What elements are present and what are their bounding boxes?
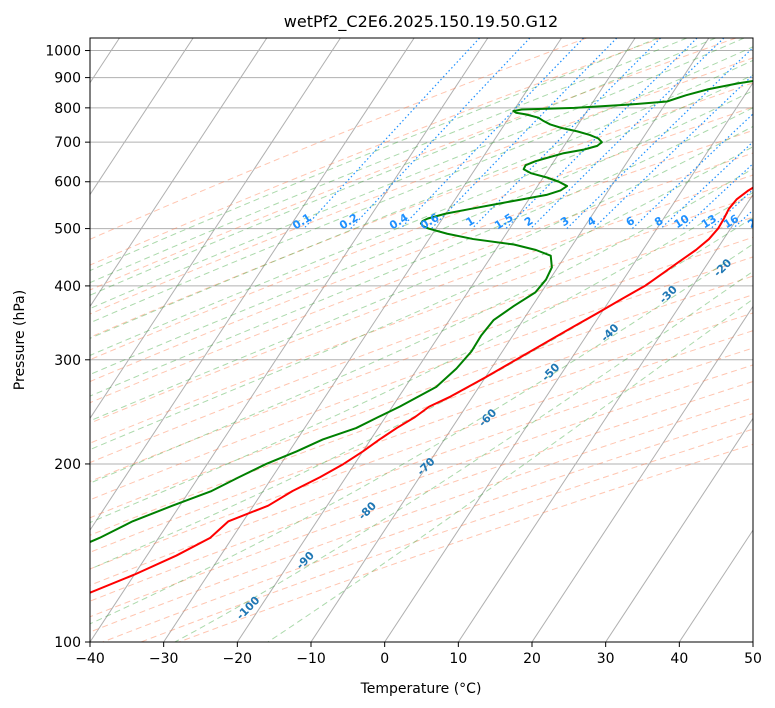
isotherm-lines <box>90 38 753 642</box>
y-tick-label: 1000 <box>45 44 81 60</box>
y-tick-label: 800 <box>54 101 81 117</box>
y-tick-label: 100 <box>54 635 81 651</box>
plot-frame <box>89 37 754 643</box>
x-tick-label: −10 <box>296 651 326 667</box>
y-tick-label: 500 <box>54 222 81 238</box>
isotherm-line <box>236 38 636 642</box>
dry-adiabat-line <box>90 129 753 383</box>
isotherm-line <box>310 38 710 642</box>
moist-adiabat-line <box>90 168 753 484</box>
y-tick-label: 300 <box>54 353 81 369</box>
isotherm-line <box>90 38 415 532</box>
dry-adiabat-line <box>90 236 753 482</box>
x-tick-label: 0 <box>380 651 389 667</box>
dry-adiabat-lines <box>90 38 753 642</box>
moist-adiabat-line <box>90 146 753 451</box>
dry-adiabat-line <box>90 57 753 315</box>
isotherm-line <box>90 38 194 196</box>
chart-title: wetPf2_C2E6.2025.150.19.50.G12 <box>284 12 558 32</box>
sounding-profiles <box>90 79 753 594</box>
y-axis-label: Pressure (hPa) <box>12 290 28 390</box>
isotherm-line <box>90 38 268 308</box>
x-tick-label: −30 <box>149 651 179 667</box>
moist-adiabat-line <box>90 90 753 376</box>
y-tick-label: 200 <box>54 457 81 473</box>
y-axis-ticks: 1000 900 800 700 600 500 400 300 200 100 <box>45 44 90 651</box>
x-axis-ticks: −40 −30 −20 −10 0 10 20 30 40 50 <box>75 642 762 667</box>
dry-adiabat-line <box>90 152 753 404</box>
moist-adiabat-line <box>90 38 659 272</box>
mixing-ratio-line <box>660 141 753 230</box>
dry-adiabat-line <box>90 38 662 266</box>
dry-adiabat-line <box>90 275 753 519</box>
x-tick-label: 10 <box>449 651 467 667</box>
moist-adiabat-line <box>90 38 688 284</box>
mixing-ratio-line <box>350 38 531 229</box>
plot-area: 0.10.20.40.611.52346810131620253036-100-… <box>90 38 765 642</box>
isotherm-line <box>90 38 489 642</box>
y-tick-label: 700 <box>54 135 81 151</box>
x-tick-label: −20 <box>223 651 253 667</box>
mixing-ratio-line <box>566 46 753 230</box>
dry-adiabat-line <box>90 38 737 291</box>
y-tick-label: 400 <box>54 279 81 295</box>
dry-adiabat-line <box>90 174 753 424</box>
x-tick-label: 30 <box>597 651 615 667</box>
dry-adiabat-line <box>90 294 753 536</box>
x-tick-label: 50 <box>744 651 762 667</box>
isotherm-line <box>678 529 753 642</box>
mixing-ratio-line <box>505 38 698 230</box>
dry-adiabat-line <box>90 82 753 338</box>
x-tick-label: 40 <box>670 651 688 667</box>
moist-adiabat-line <box>174 270 753 642</box>
x-tick-label: −40 <box>75 651 105 667</box>
dry-adiabat-line <box>90 216 753 464</box>
dry-adiabat-line <box>90 330 753 570</box>
x-axis-label: Temperature (°C) <box>360 681 482 697</box>
y-tick-label: 600 <box>54 175 81 191</box>
moist-adiabat-line <box>90 125 753 422</box>
mixing-ratio-line <box>593 74 753 230</box>
mixing-ratio-label: 20 <box>745 212 765 231</box>
isotherm-line <box>605 417 753 642</box>
moist-adiabat-line <box>90 243 753 625</box>
temperature-profile-line <box>90 186 753 594</box>
isotherm-line <box>90 38 341 420</box>
mixing-ratio-line <box>431 38 618 229</box>
dry-adiabat-line <box>90 380 753 618</box>
dewpoint-profile-line <box>90 79 753 544</box>
dry-adiabat-line <box>90 106 753 361</box>
moist-adiabat-line <box>90 59 753 339</box>
isotherm-line <box>531 305 753 642</box>
mixing-ratio-lines <box>303 38 753 230</box>
moist-adiabat-line <box>90 38 716 296</box>
x-tick-label: 20 <box>523 651 541 667</box>
isotherm-line <box>457 193 753 642</box>
mixing-ratio-line <box>471 38 662 229</box>
isotherm-line <box>384 81 753 642</box>
moist-adiabat-line <box>90 46 753 324</box>
isotherm-line <box>163 38 562 642</box>
mixing-ratio-line <box>303 38 481 229</box>
y-tick-label: 900 <box>54 71 81 87</box>
mixing-ratio-line <box>400 38 585 229</box>
isobar-grid <box>90 50 753 642</box>
